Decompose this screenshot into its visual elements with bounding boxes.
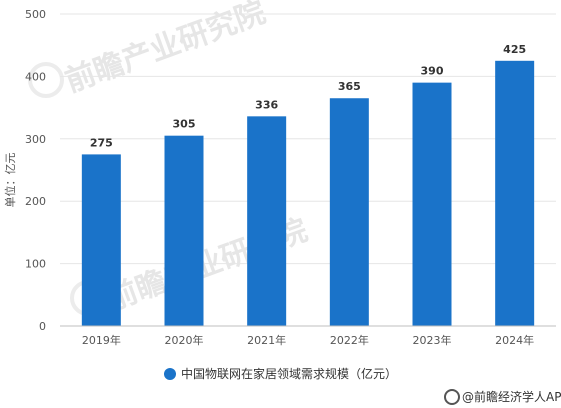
watermark-text-1: 前瞻产业研究院 xyxy=(61,0,270,100)
bar xyxy=(247,116,287,326)
bar xyxy=(81,154,121,326)
bar-value-label: 365 xyxy=(338,80,361,93)
footer-source: @前瞻经济学人APP xyxy=(462,389,561,404)
bar-value-label: 275 xyxy=(90,136,113,149)
y-axis-label: 单位：亿元 xyxy=(3,153,17,208)
x-tick-label: 2019年 xyxy=(82,333,121,347)
y-tick-label: 0 xyxy=(39,320,46,333)
x-tick-label: 2022年 xyxy=(330,333,369,347)
y-tick-label: 500 xyxy=(25,8,46,21)
bar-value-label: 305 xyxy=(173,118,196,131)
legend: 中国物联网在家居领域需求规模（亿元） xyxy=(164,366,397,381)
legend-label: 中国物联网在家居领域需求规模（亿元） xyxy=(181,366,397,381)
bars xyxy=(81,60,535,327)
bar-value-label: 390 xyxy=(421,65,444,78)
bar xyxy=(164,135,204,326)
x-tick-label: 2024年 xyxy=(495,333,534,347)
watermark-logo-icon xyxy=(28,62,64,98)
y-tick-label: 200 xyxy=(25,195,46,208)
x-tick-label: 2020年 xyxy=(165,333,204,347)
bar-value-label: 336 xyxy=(255,98,278,111)
x-tick-label: 2021年 xyxy=(247,333,286,347)
y-tick-label: 100 xyxy=(25,258,46,271)
y-tick-label: 300 xyxy=(25,133,46,146)
bar xyxy=(329,98,369,327)
footer-logo-icon xyxy=(444,389,460,405)
bar xyxy=(412,82,452,326)
data-labels: 275 305 336 365 390 425 xyxy=(90,43,526,150)
gridlines xyxy=(60,13,556,265)
x-axis-ticks: 2019年 2020年 2021年 2022年 2023年 2024年 xyxy=(82,333,534,347)
footer: @前瞻经济学人APP xyxy=(444,389,561,405)
bar xyxy=(495,60,535,327)
y-axis-ticks: 0 100 200 300 400 500 xyxy=(25,8,46,333)
x-tick-label: 2023年 xyxy=(413,333,452,347)
bar-value-label: 425 xyxy=(503,43,526,56)
legend-marker xyxy=(164,368,176,380)
y-tick-label: 400 xyxy=(25,70,46,83)
